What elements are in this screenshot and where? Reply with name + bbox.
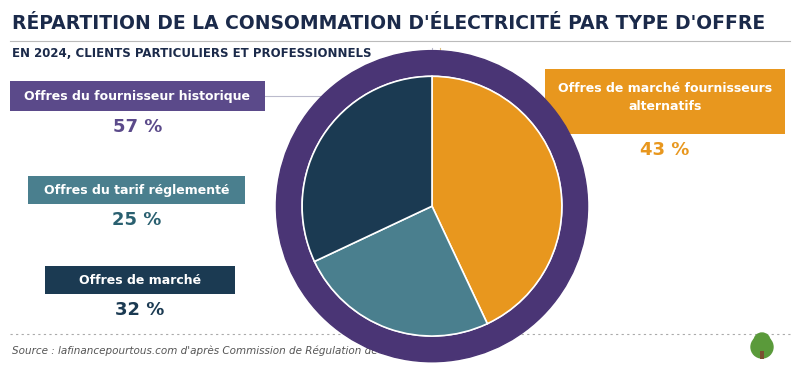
FancyBboxPatch shape <box>760 351 764 359</box>
Text: EN 2024, CLIENTS PARTICULIERS ET PROFESSIONNELS: EN 2024, CLIENTS PARTICULIERS ET PROFESS… <box>12 47 371 60</box>
FancyBboxPatch shape <box>545 69 785 134</box>
Circle shape <box>751 336 773 358</box>
Text: 57 %: 57 % <box>113 118 162 136</box>
FancyBboxPatch shape <box>28 176 245 204</box>
Wedge shape <box>302 76 432 261</box>
Circle shape <box>302 76 562 336</box>
FancyBboxPatch shape <box>45 266 235 294</box>
Wedge shape <box>314 206 487 336</box>
Text: RÉPARTITION DE LA CONSOMMATION D'ÉLECTRICITÉ PAR TYPE D'OFFRE: RÉPARTITION DE LA CONSOMMATION D'ÉLECTRI… <box>12 14 765 33</box>
Text: Offres du tarif réglementé: Offres du tarif réglementé <box>44 184 230 196</box>
Text: Source : lafinancepourtous.com d'après Commission de Régulation de l'Energie (CR: Source : lafinancepourtous.com d'après C… <box>12 345 458 356</box>
Text: Offres de marché: Offres de marché <box>79 273 201 287</box>
Text: Offres du fournisseur historique: Offres du fournisseur historique <box>25 89 250 102</box>
Text: 25 %: 25 % <box>112 211 161 229</box>
Circle shape <box>277 51 587 362</box>
Text: Offres de marché fournisseurs
alternatifs: Offres de marché fournisseurs alternatif… <box>558 82 772 113</box>
Text: 43 %: 43 % <box>640 141 690 159</box>
Wedge shape <box>432 76 562 324</box>
Circle shape <box>754 333 770 349</box>
Text: 32 %: 32 % <box>115 301 165 319</box>
FancyBboxPatch shape <box>10 81 265 111</box>
